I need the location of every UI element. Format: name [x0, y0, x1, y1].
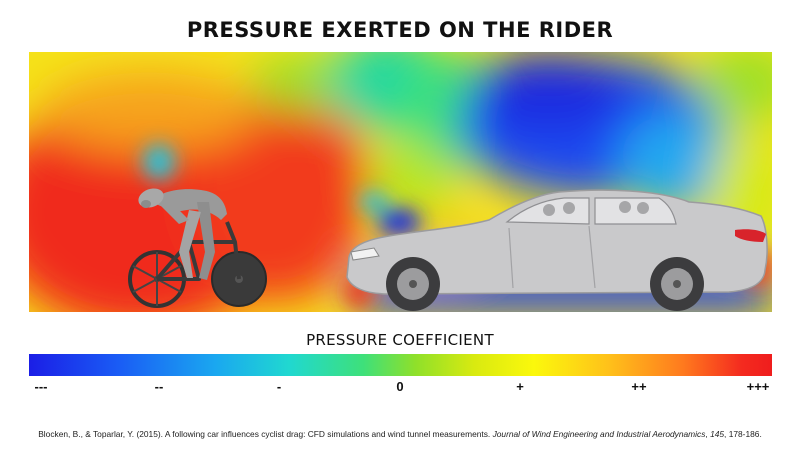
tick-label: -: [276, 379, 282, 394]
page-title: PRESSURE EXERTED ON THE RIDER: [186, 18, 614, 42]
citation-pages: 178-186.: [728, 429, 762, 439]
pressure-field-figure: [29, 52, 772, 312]
tick-label: ---: [34, 379, 48, 394]
citation-authors: Blocken, B., & Toparlar, Y. (2015). A fo…: [38, 429, 491, 439]
tick-label: 0: [396, 379, 404, 394]
tick-label: --: [154, 379, 164, 394]
tick-label: +++: [746, 379, 770, 394]
colorbar-ticks: --- -- - 0 + ++ +++: [29, 379, 772, 399]
citation-volume: 145: [710, 429, 725, 439]
tick-label: ++: [631, 379, 647, 394]
citation: Blocken, B., & Toparlar, Y. (2015). A fo…: [38, 429, 762, 439]
car-silhouette: [346, 189, 768, 311]
pressure-colorbar: [29, 354, 772, 376]
cyclist-silhouette: [128, 188, 267, 308]
citation-journal: Journal of Wind Engineering and Industri…: [492, 429, 706, 439]
legend-title: PRESSURE COEFFICIENT: [306, 331, 494, 349]
tick-label: +: [516, 379, 524, 394]
